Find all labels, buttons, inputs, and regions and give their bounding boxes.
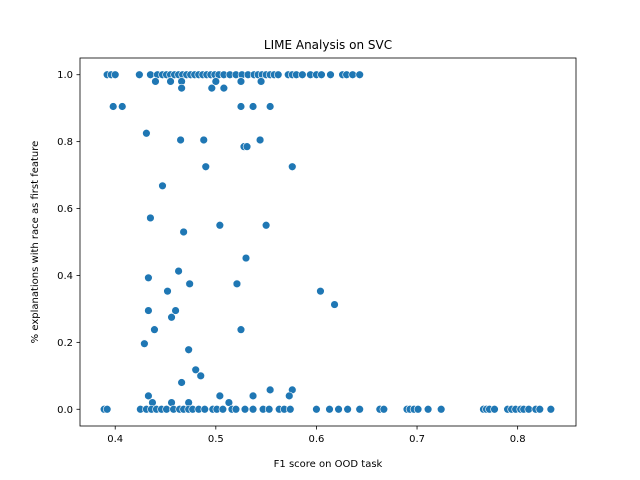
y-tick-label: 0.6: [57, 204, 73, 215]
scatter-point: [325, 405, 334, 414]
scatter-point: [142, 129, 151, 138]
scatter-point: [177, 83, 186, 93]
scatter-point: [191, 365, 200, 374]
scatter-point: [135, 70, 144, 79]
scatter-point: [334, 405, 343, 414]
y-tick-label: 0.0: [57, 405, 73, 416]
scatter-point: [215, 391, 225, 401]
scatter-point: [288, 162, 297, 171]
y-tick-label: 1.0: [57, 70, 73, 81]
scatter-point: [196, 371, 205, 381]
scatter-point: [256, 77, 266, 86]
scatter-point: [179, 227, 188, 237]
scatter-point: [343, 405, 352, 414]
scatter-point: [146, 70, 155, 79]
scatter-point: [151, 77, 160, 86]
scatter-point: [102, 405, 112, 414]
x-tick-label: 0.6: [308, 434, 324, 445]
scatter-point: [436, 405, 446, 414]
scatter-point: [248, 102, 258, 111]
x-tick-label: 0.8: [510, 434, 526, 445]
scatter-point: [490, 405, 499, 414]
scatter-point: [144, 306, 153, 315]
scatter-point: [264, 405, 274, 414]
scatter-point: [273, 70, 283, 79]
scatter-point: [176, 135, 185, 145]
scatter-point: [330, 300, 339, 309]
scatter-point: [423, 405, 433, 414]
scatter-point: [185, 279, 194, 289]
scatter-point: [167, 313, 176, 322]
scatter-point: [150, 325, 159, 334]
scatter-point: [524, 405, 533, 414]
y-axis-label: % explanations with race as first featur…: [30, 141, 41, 344]
x-tick-label: 0.5: [208, 434, 224, 445]
scatter-point: [184, 345, 193, 354]
scatter-point: [215, 221, 225, 230]
x-tick-label: 0.7: [409, 434, 425, 445]
scatter-point: [158, 181, 167, 190]
scatter-point: [236, 102, 246, 111]
y-tick-label: 0.2: [57, 338, 73, 349]
scatter-point: [207, 83, 216, 93]
scatter-point: [413, 405, 423, 414]
scatter-point: [379, 405, 389, 414]
scatter-point: [326, 70, 335, 79]
axes-frame: [79, 57, 577, 427]
chart-title: LIME Analysis on SVC: [264, 38, 392, 52]
scatter-point: [177, 378, 186, 387]
scatter-point: [201, 162, 210, 171]
plot-area: 0.4 0.5 0.6 0.7 0.8 0.0 0.2 0.4 0.6 0.8 1.0: [57, 70, 556, 445]
scatter-point: [118, 102, 127, 111]
x-axis-label: F1 score on OOD task: [274, 459, 383, 470]
scatter-point: [211, 77, 221, 86]
scatter-point: [242, 142, 252, 151]
scatter-point: [236, 325, 246, 334]
scatter-point: [248, 391, 258, 401]
scatter-point: [109, 102, 118, 111]
scatter-point: [241, 253, 251, 263]
scatter-point: [144, 273, 153, 282]
scatter-point: [261, 221, 271, 230]
scatter-point: [286, 405, 295, 414]
scatter-point: [348, 70, 357, 79]
scatter-point: [317, 70, 326, 79]
scatter-point: [316, 286, 325, 296]
x-tick-label: 0.4: [107, 434, 123, 445]
scatter-point: [218, 405, 228, 414]
scatter-point: [144, 391, 153, 401]
scatter-point: [162, 405, 171, 414]
scatter-point: [231, 405, 241, 414]
scatter-point: [199, 135, 208, 145]
scatter-point: [298, 70, 307, 79]
scatter-point: [174, 266, 183, 276]
y-tick-label: 0.8: [57, 137, 73, 148]
scatter-point: [111, 70, 120, 79]
scatter-point: [546, 405, 556, 414]
scatter-point: [285, 391, 294, 401]
scatter-point: [355, 405, 364, 414]
scatter-point: [146, 213, 155, 223]
scatter-point: [163, 286, 172, 296]
scatter-point: [219, 83, 229, 93]
y-tick-label: 0.4: [57, 271, 73, 282]
scatter-point: [248, 405, 258, 414]
scatter-point: [140, 339, 149, 348]
scatter-point: [265, 385, 275, 395]
scatter-point: [171, 306, 180, 315]
scatter-point: [232, 279, 242, 289]
scatter-point: [535, 405, 544, 414]
scatter-point: [265, 102, 275, 111]
scatter-point: [236, 77, 246, 86]
scatter-point: [312, 405, 321, 414]
scatter-point: [200, 405, 209, 414]
scatter-point: [255, 135, 265, 145]
scatter-point: [355, 70, 364, 79]
scatter-point: [166, 77, 175, 86]
scatter-point: [240, 405, 250, 414]
